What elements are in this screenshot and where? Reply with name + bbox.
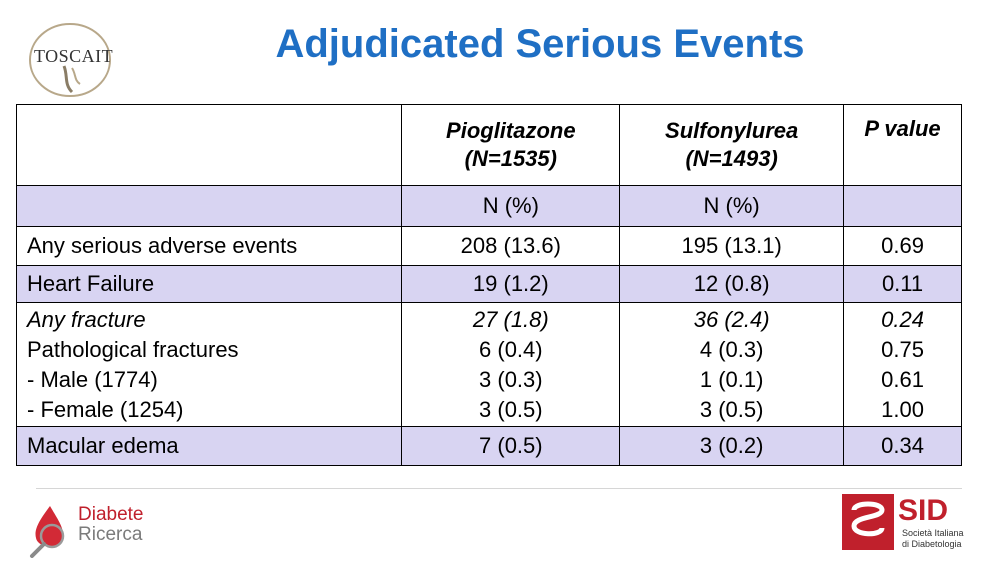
row-label: - Female (1254): [27, 396, 184, 422]
fracture-pioglitazone: 27 (1.8) 6 (0.4) 3 (0.3) 3 (0.5): [401, 302, 621, 427]
diabete-ricerca-logo: Diabete Ricerca: [28, 498, 178, 558]
sid-logo-subtitle-1: Società Italiana: [902, 528, 964, 538]
header-p-value: P value: [843, 104, 962, 186]
row-label: Pathological fractures: [27, 336, 239, 362]
row-p-value: 0.69: [843, 226, 962, 266]
cell-value: 0.61: [881, 366, 924, 392]
sid-logo: SID Società Italiana di Diabetologia: [842, 494, 972, 560]
cell-value: 3 (0.5): [699, 396, 764, 422]
sid-emblem-icon: [842, 494, 894, 550]
cell-value: 0.75: [881, 336, 924, 362]
row-sulfonylurea: 195 (13.1): [619, 226, 845, 266]
row-p-value: 0.34: [843, 426, 962, 466]
cell-value: 3 (0.5): [479, 396, 543, 422]
row-sulfonylurea: 12 (0.8): [619, 265, 845, 303]
table-header-row: Pioglitazone (N=1535) Sulfonylurea (N=1493…: [15, 104, 962, 186]
diabete-ricerca-line2: Ricerca: [78, 524, 143, 545]
sid-logo-subtitle-2: di Diabetologia: [902, 539, 962, 549]
unit-sulfonylurea: N (%): [619, 185, 845, 227]
unit-pioglitazone: N (%): [401, 185, 621, 227]
header-pioglitazone: Pioglitazone (N=1535): [401, 104, 621, 186]
cell-value: 1 (0.1): [699, 366, 764, 392]
row-label: - Male (1774): [27, 366, 158, 392]
unit-cell-empty-p: [843, 185, 962, 227]
unit-cell-empty: [15, 185, 403, 227]
cell-value: 3 (0.3): [479, 366, 543, 392]
header-sulfonylurea: Sulfonylurea (N=1493): [619, 104, 845, 186]
fracture-labels: Any fracture Pathological fractures - Ma…: [15, 302, 403, 427]
cell-value: 0.24: [881, 306, 924, 332]
row-pioglitazone: 208 (13.6): [401, 226, 621, 266]
blood-drop-icon: [30, 506, 65, 558]
toscait-logo: TOSCAIT: [24, 18, 124, 100]
table-row: Any serious adverse events 208 (13.6) 19…: [15, 226, 962, 266]
table-row: Macular edema 7 (0.5) 3 (0.2) 0.34: [15, 426, 962, 466]
fracture-sulfonylurea: 36 (2.4) 4 (0.3) 1 (0.1) 3 (0.5): [619, 302, 845, 427]
cell-value: 36 (2.4): [693, 306, 770, 332]
row-label: Any serious adverse events: [15, 226, 403, 266]
fracture-p-value: 0.24 0.75 0.61 1.00: [843, 302, 962, 427]
table-row: Heart Failure 19 (1.2) 12 (0.8) 0.11: [15, 265, 962, 303]
cell-value: 6 (0.4): [479, 336, 543, 362]
cell-value: 4 (0.3): [699, 336, 764, 362]
units-row: N (%) N (%): [15, 185, 962, 227]
row-label: Macular edema: [15, 426, 403, 466]
row-label: Heart Failure: [15, 265, 403, 303]
events-table: Pioglitazone (N=1535) Sulfonylurea (N=1493…: [15, 104, 962, 466]
toscait-logo-text: TOSCAIT: [34, 46, 114, 66]
header-cell-empty: [15, 104, 403, 186]
row-p-value: 0.11: [843, 265, 962, 303]
cell-value: 1.00: [881, 396, 924, 422]
row-sulfonylurea: 3 (0.2): [619, 426, 845, 466]
sid-logo-name: SID: [898, 494, 949, 527]
toscait-emblem-icon: [29, 23, 111, 97]
diabete-ricerca-line1: Diabete: [78, 504, 144, 525]
cell-value: 27 (1.8): [472, 306, 549, 332]
page-title: Adjudicated Serious Events: [275, 22, 805, 66]
footer-divider: [36, 488, 962, 489]
fracture-group-row: Any fracture Pathological fractures - Ma…: [15, 302, 962, 427]
row-pioglitazone: 19 (1.2): [401, 265, 621, 303]
row-label: Any fracture: [27, 306, 146, 332]
row-pioglitazone: 7 (0.5): [401, 426, 621, 466]
